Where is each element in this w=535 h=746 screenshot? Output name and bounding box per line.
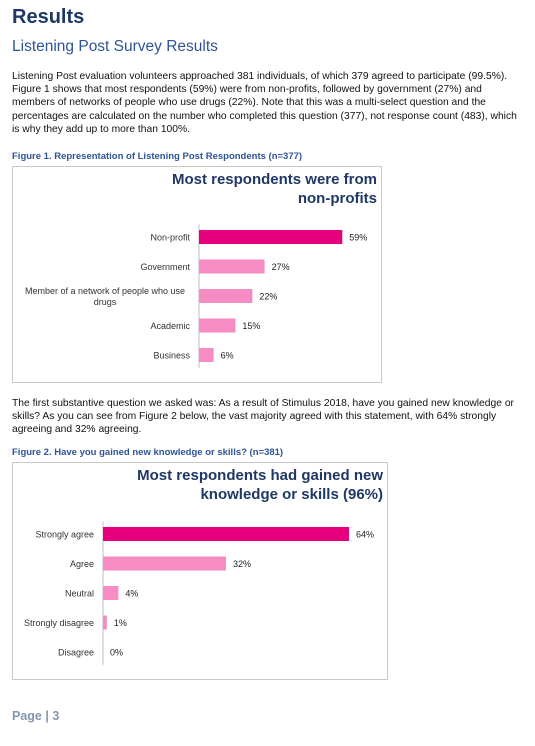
figure-2-chart: Most respondents had gained new knowledge… xyxy=(12,462,388,680)
bar-non-profit xyxy=(199,230,343,244)
section-heading: Results xyxy=(12,6,85,28)
bar-value-label: 15% xyxy=(242,321,260,331)
category-label: Strongly disagree xyxy=(24,618,94,628)
bar-value-label: 4% xyxy=(125,589,138,599)
page-number: Page | 3 xyxy=(12,709,60,723)
bar-strongly-agree xyxy=(103,527,349,541)
bar-value-label: 6% xyxy=(221,351,234,361)
bar-academic xyxy=(199,318,236,333)
category-label: Government xyxy=(140,262,190,272)
category-label: Non-profit xyxy=(150,233,190,243)
figure-1-svg: Most respondents were from non-profits 59%… xyxy=(25,171,377,368)
chart-title-line: non-profits xyxy=(298,190,377,207)
second-paragraph: The first substantive question we asked … xyxy=(12,398,514,436)
bar-value-label: 64% xyxy=(356,530,374,540)
bar-agree xyxy=(103,556,226,571)
figure-1-caption: Figure 1. Representation of Listening Po… xyxy=(12,151,303,162)
bar-value-label: 32% xyxy=(233,559,251,569)
category-label: Member of a network of people who use xyxy=(25,286,185,296)
chart-title-line: knowledge or skills (96%) xyxy=(200,486,383,503)
bar-strongly-disagree xyxy=(103,615,107,630)
category-label: Neutral xyxy=(65,589,94,599)
figure-2-svg: Most respondents had gained new knowledge… xyxy=(24,467,383,665)
bar-value-label: 1% xyxy=(114,618,127,628)
category-label: Academic xyxy=(150,321,190,331)
bar-government xyxy=(199,259,265,274)
category-label: Agree xyxy=(70,559,94,569)
intro-paragraph: Listening Post evaluation volunteers app… xyxy=(12,71,517,135)
section-subheading: Listening Post Survey Results xyxy=(12,38,218,55)
category-label: drugs xyxy=(94,297,117,307)
bar-value-label: 27% xyxy=(272,262,290,272)
bar-member-of-a-network-of-people-who-use-drugs xyxy=(199,289,253,303)
category-label: Strongly agree xyxy=(35,530,94,540)
category-label: Business xyxy=(153,351,190,361)
figure-1-chart: Most respondents were from non-profits 59%… xyxy=(12,166,382,383)
bar-value-label: 59% xyxy=(349,233,367,243)
bar-value-label: 22% xyxy=(259,292,277,302)
bar-business xyxy=(199,348,214,362)
figure-2-caption: Figure 2. Have you gained new knowledge … xyxy=(12,447,284,458)
bar-neutral xyxy=(103,586,119,600)
bar-value-label: 0% xyxy=(110,648,123,658)
chart-title-line: Most respondents were from xyxy=(172,171,377,188)
chart-title-line: Most respondents had gained new xyxy=(137,467,383,484)
category-label: Disagree xyxy=(58,648,94,658)
